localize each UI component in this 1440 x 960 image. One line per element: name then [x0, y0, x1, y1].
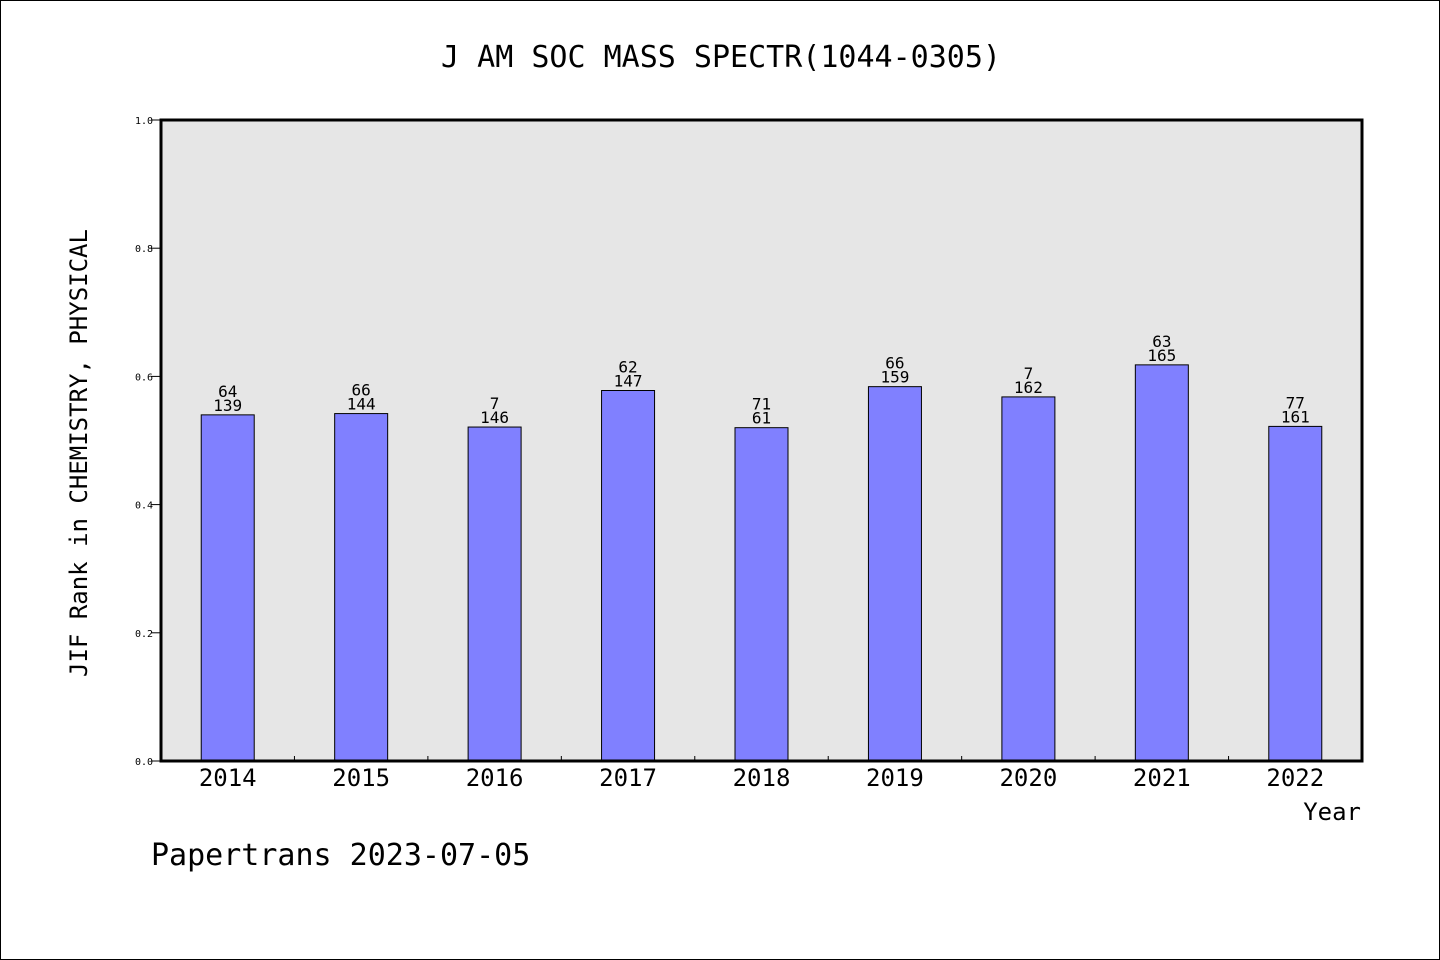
bar-rank-label: 64 — [218, 382, 237, 401]
bar-total-label: 165 — [1147, 346, 1176, 365]
x-tick-label: 2014 — [199, 764, 257, 792]
x-tick-label: 2018 — [733, 764, 791, 792]
bar-total-label: 146 — [480, 408, 509, 427]
y-tick-label: 0.2 — [135, 629, 153, 640]
bar-2022 — [1268, 425, 1323, 762]
bar-total-label: 162 — [1014, 378, 1043, 397]
bar-2019 — [867, 386, 922, 762]
bar-rank-label: 77 — [1286, 393, 1305, 412]
y-tick-label: 1.0 — [135, 116, 153, 127]
x-tick-label: 2022 — [1266, 764, 1324, 792]
bar-2015 — [334, 413, 389, 762]
bar-rank-label: 66 — [352, 381, 371, 400]
y-tick-label: 0.0 — [135, 757, 153, 768]
bar-total-label: 159 — [880, 368, 909, 387]
y-axis: 0.0 0.2 0.4 0.6 0.8 1.0 — [135, 116, 161, 768]
y-tick-label: 0.4 — [135, 501, 153, 512]
x-axis: 2014 2015 2016 2017 2018 2019 2020 2021 2022 — [199, 756, 1324, 792]
bars — [200, 364, 1323, 762]
bar-rank-label: 7 — [1024, 364, 1034, 383]
footer-stamp: Papertrans 2023-07-05 — [151, 838, 530, 873]
y-tick-label: 0.6 — [135, 372, 153, 383]
bar-total-label: 139 — [213, 396, 242, 415]
bar-total-label: 147 — [614, 372, 643, 391]
x-axis-label: Year — [1303, 798, 1361, 826]
bar-rank-label: 66 — [885, 354, 904, 373]
bar-2016 — [467, 426, 522, 762]
x-tick-label: 2015 — [332, 764, 390, 792]
bar-rank-label: 62 — [618, 358, 637, 377]
x-tick-label: 2017 — [599, 764, 657, 792]
bar-2018 — [734, 427, 789, 762]
x-tick-label: 2019 — [866, 764, 924, 792]
bar-total-label: 161 — [1281, 407, 1310, 426]
bar-2021 — [1134, 364, 1189, 762]
plot-border — [159, 118, 1364, 763]
bar-2014 — [200, 414, 255, 762]
y-tick-label: 0.8 — [135, 244, 153, 255]
x-tick-label: 2021 — [1133, 764, 1191, 792]
bar-total-label: 144 — [347, 395, 376, 414]
x-tick-label: 2020 — [999, 764, 1057, 792]
bar-rank-label: 71 — [752, 395, 771, 414]
bar-rank-label: 63 — [1152, 332, 1171, 351]
bar-2020 — [1001, 396, 1056, 762]
bar-2017 — [601, 390, 656, 762]
y-axis-label: JIF Rank in CHEMISTRY, PHYSICAL — [65, 229, 93, 677]
bar-total-label: 61 — [752, 409, 771, 428]
chart-title: J AM SOC MASS SPECTR(1044-0305) — [441, 40, 1001, 75]
x-tick-label: 2016 — [466, 764, 524, 792]
bar-rank-label: 7 — [490, 394, 500, 413]
